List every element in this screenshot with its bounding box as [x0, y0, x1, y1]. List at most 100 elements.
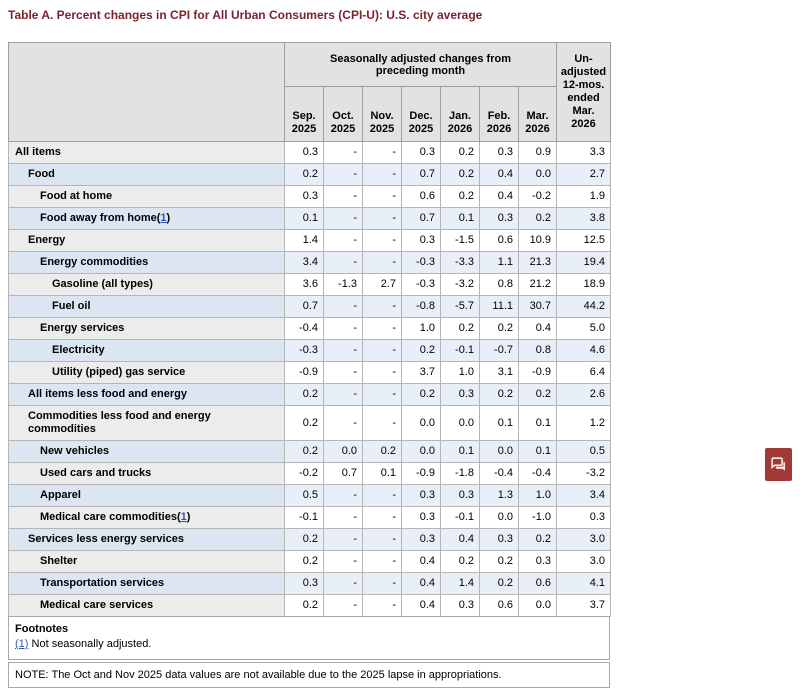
data-cell: -	[323, 484, 363, 507]
feedback-chat-button[interactable]	[765, 448, 792, 481]
data-cell: -	[362, 506, 402, 529]
data-cell: -	[362, 163, 402, 186]
data-cell: 0.2	[284, 405, 324, 441]
table-row: New vehicles 0.2 0.0 0.2 0.0 0.1 0.0 0.1 0.5	[8, 440, 612, 463]
data-cell: 0.5	[556, 440, 612, 463]
data-cell: 0.0	[479, 440, 519, 463]
row-label: Services less energy services	[8, 528, 285, 551]
data-cell: 0.4	[401, 550, 441, 573]
data-cell: -0.1	[284, 506, 324, 529]
data-cell: 0.3	[284, 572, 324, 595]
data-cell: 0.4	[479, 185, 519, 208]
cpi-table-container: Seasonally adjusted changes from precedi…	[8, 42, 612, 688]
data-cell: -	[362, 339, 402, 362]
data-cell: -	[362, 361, 402, 384]
table-row: Electricity -0.3- -0.2 -0.1 -0.7 0.8 4.6	[8, 339, 612, 362]
data-cell: 1.4	[284, 229, 324, 252]
footnote-marker-link[interactable]: 1	[180, 511, 187, 523]
unadjusted-column-header: Un- adjusted 12-mos. ended Mar. 2026	[556, 42, 612, 142]
data-cell: -	[323, 141, 363, 164]
row-label: Used cars and trucks	[8, 462, 285, 485]
table-row: Energy services -0.4- -1.0 0.2 0.2 0.4 5.0	[8, 317, 612, 340]
row-label: Fuel oil	[8, 295, 285, 318]
data-cell: 0.2	[284, 163, 324, 186]
data-cell: 0.2	[479, 572, 519, 595]
row-label: Energy commodities	[8, 251, 285, 274]
data-cell: -	[323, 405, 363, 441]
data-cell: 0.3	[479, 141, 519, 164]
data-cell: 30.7	[517, 295, 558, 318]
data-cell: 0.4	[401, 572, 441, 595]
data-cell: -0.7	[479, 339, 519, 362]
data-cell: 0.4	[440, 528, 480, 551]
table-row: Energy commodities 3.4- - -0.3 -3.3 1.1 21.3 19…	[8, 251, 612, 274]
data-cell: 0.2	[479, 383, 519, 406]
data-cell: 0.3	[401, 141, 441, 164]
data-cell: -	[362, 550, 402, 573]
data-cell: 0.4	[479, 163, 519, 186]
data-cell: 3.3	[556, 141, 612, 164]
row-label: Energy services	[8, 317, 285, 340]
data-cell: 0.7	[401, 207, 441, 230]
data-cell: 0.0	[517, 594, 558, 617]
data-cell: 0.2	[440, 317, 480, 340]
footnote-marker-link[interactable]: 1	[160, 212, 167, 224]
data-cell: -	[362, 317, 402, 340]
data-cell: 0.1	[284, 207, 324, 230]
data-cell: 0.2	[517, 528, 558, 551]
data-cell: -0.9	[401, 462, 441, 485]
row-label: Shelter	[8, 550, 285, 573]
data-cell: -	[362, 141, 402, 164]
data-cell: -	[362, 295, 402, 318]
data-cell: -	[323, 163, 363, 186]
table-row: Fuel oil 0.7- - -0.8 -5.7 11.1 30.7 44.2	[8, 295, 612, 318]
column-header-oct-2025: Oct. 2025	[323, 86, 363, 142]
data-cell: -	[362, 185, 402, 208]
data-cell: 0.1	[440, 440, 480, 463]
table-row: Utility (piped) gas service -0.9- -3.7 1.0 3…	[8, 361, 612, 384]
data-cell: -	[323, 229, 363, 252]
data-cell: 2.7	[556, 163, 612, 186]
data-cell: 0.8	[479, 273, 519, 296]
data-cell: 0.1	[362, 462, 402, 485]
footnotes-heading: Footnotes	[15, 623, 69, 635]
row-label: Energy	[8, 229, 285, 252]
data-cell: 0.2	[440, 163, 480, 186]
data-cell: 1.9	[556, 185, 612, 208]
data-cell: 1.2	[556, 405, 612, 441]
data-cell: 0.2	[479, 317, 519, 340]
data-cell: 1.3	[479, 484, 519, 507]
seasonally-adjusted-group-header: Seasonally adjusted changes from precedi…	[283, 42, 558, 87]
cpi-table: Seasonally adjusted changes from precedi…	[8, 42, 612, 617]
data-cell: -0.9	[284, 361, 324, 384]
row-label: Utility (piped) gas service	[8, 361, 285, 384]
table-row: All items less food and energy 0.2- -0.2 0.…	[8, 383, 612, 406]
data-cell: -1.0	[517, 506, 558, 529]
data-cell: -3.3	[440, 251, 480, 274]
row-label: Medical care commodities(1)	[8, 506, 285, 529]
data-cell: 0.6	[517, 572, 558, 595]
column-header-dec-2025: Dec. 2025	[401, 86, 441, 142]
row-label: Medical care services	[8, 594, 285, 617]
data-cell: -	[362, 383, 402, 406]
column-header-sep-2025: Sep. 2025	[284, 86, 324, 142]
data-cell: 44.2	[556, 295, 612, 318]
data-cell: -5.7	[440, 295, 480, 318]
data-cell: -	[323, 361, 363, 384]
data-cell: 5.0	[556, 317, 612, 340]
data-cell: 0.7	[401, 163, 441, 186]
data-cell: 3.0	[556, 550, 612, 573]
data-cell: 0.1	[440, 207, 480, 230]
footnote-1-link[interactable]: (1)	[15, 638, 29, 650]
data-cell: -0.1	[440, 506, 480, 529]
page-title: Table A. Percent changes in CPI for All …	[8, 8, 483, 22]
note-box: NOTE: The Oct and Nov 2025 data values a…	[8, 662, 610, 688]
footnote-item: (1) Not seasonally adjusted.	[15, 637, 603, 652]
data-cell: -0.3	[284, 339, 324, 362]
footnote-marker-paren: (	[176, 511, 181, 523]
data-cell: -	[323, 594, 363, 617]
table-row: Medical care services 0.2- -0.4 0.3 0.6 0.0 3.…	[8, 594, 612, 617]
data-cell: -	[323, 528, 363, 551]
data-cell: 0.6	[479, 229, 519, 252]
data-cell: 0.3	[479, 528, 519, 551]
